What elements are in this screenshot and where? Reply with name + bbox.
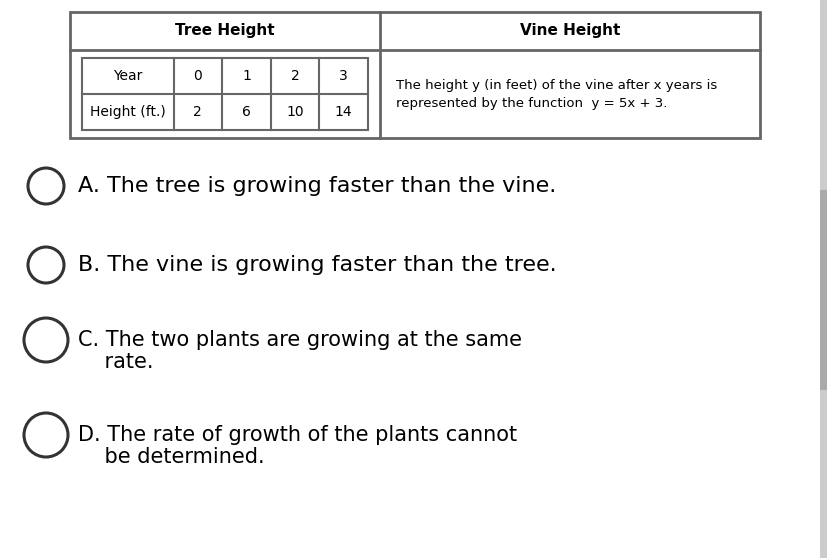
Text: Height (ft.): Height (ft.) bbox=[90, 105, 165, 119]
Text: A. The tree is growing faster than the vine.: A. The tree is growing faster than the v… bbox=[78, 176, 556, 196]
Text: 1: 1 bbox=[241, 69, 251, 83]
Text: 10: 10 bbox=[286, 105, 304, 119]
Text: 14: 14 bbox=[334, 105, 352, 119]
Text: D. The rate of growth of the plants cannot: D. The rate of growth of the plants cann… bbox=[78, 425, 517, 445]
Text: be determined.: be determined. bbox=[78, 447, 265, 467]
Text: 2: 2 bbox=[290, 69, 299, 83]
Bar bbox=[819, 0, 827, 558]
Bar bbox=[70, 12, 759, 138]
Text: 6: 6 bbox=[241, 105, 251, 119]
Bar bbox=[819, 190, 827, 390]
Text: 0: 0 bbox=[194, 69, 202, 83]
Text: represented by the function  y = 5x + 3.: represented by the function y = 5x + 3. bbox=[395, 98, 667, 110]
Bar bbox=[82, 58, 367, 130]
Text: C. The two plants are growing at the same: C. The two plants are growing at the sam… bbox=[78, 330, 521, 350]
Text: 3: 3 bbox=[339, 69, 347, 83]
Text: rate.: rate. bbox=[78, 352, 153, 372]
Text: 2: 2 bbox=[194, 105, 202, 119]
Text: B. The vine is growing faster than the tree.: B. The vine is growing faster than the t… bbox=[78, 255, 556, 275]
Text: Year: Year bbox=[113, 69, 142, 83]
Text: Vine Height: Vine Height bbox=[519, 23, 619, 39]
Text: The height y (in feet) of the vine after x years is: The height y (in feet) of the vine after… bbox=[395, 79, 716, 92]
Text: Tree Height: Tree Height bbox=[175, 23, 275, 39]
